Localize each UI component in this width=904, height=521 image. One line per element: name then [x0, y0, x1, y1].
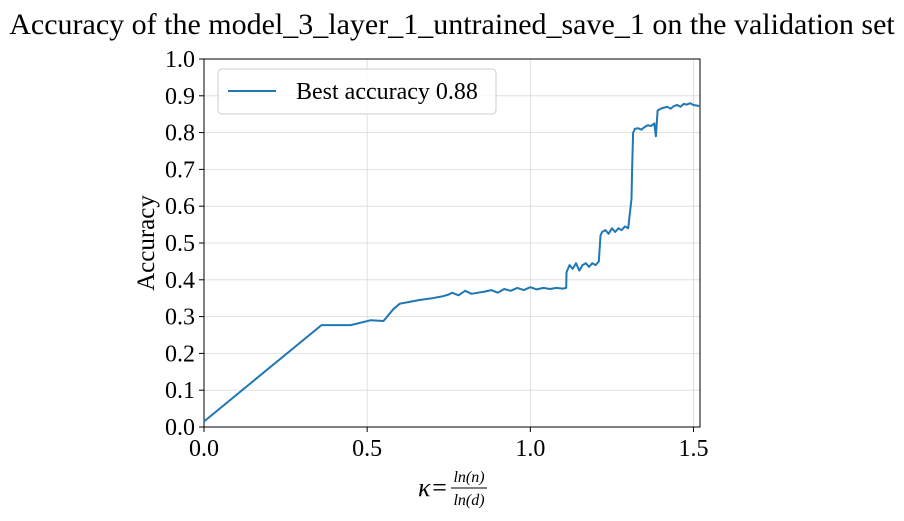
x-tick-label: 0.5 [352, 436, 382, 462]
y-tick-label: 0.1 [165, 378, 195, 404]
legend-box [217, 68, 497, 115]
y-tick-label: 1.0 [165, 47, 195, 73]
legend-label: Best accuracy 0.88 [296, 79, 478, 105]
y-tick-label: 0.2 [165, 341, 195, 367]
x-axis-label-numerator: ln(n) [453, 469, 484, 486]
y-tick-label: 0.3 [165, 305, 195, 331]
legend: Best accuracy 0.88 [217, 68, 497, 115]
y-axis-ticks: 0.0 0.1 0.2 0.3 0.4 0.5 0.6 0.7 0.8 0.9 1.0 [165, 47, 204, 441]
y-tick-label: 0.7 [165, 157, 195, 183]
y-tick-label: 0.8 [165, 121, 195, 147]
x-tick-label: 1.0 [515, 436, 545, 462]
y-tick-label: 0.4 [165, 268, 195, 294]
y-tick-label: 0.5 [165, 231, 195, 257]
x-axis-ticks: 0.0 0.5 1.0 1.5 [189, 427, 708, 462]
series-group [203, 102, 701, 423]
x-axis-label-denominator: ln(d) [453, 492, 484, 509]
x-tick-label: 1.5 [678, 436, 708, 462]
x-tick-label: 0.0 [189, 436, 219, 462]
chart-title: Accuracy of the model_3_layer_1_untraine… [9, 8, 895, 41]
y-tick-label: 0.9 [165, 84, 195, 110]
y-axis-label: Accuracy [133, 195, 160, 291]
series-line [203, 102, 701, 423]
y-tick-label: 0.0 [165, 415, 195, 441]
y-tick-label: 0.6 [165, 194, 195, 220]
x-axis-label-prefix: κ= [418, 473, 448, 502]
x-axis-label: κ= ln(n) ln(d) [418, 469, 487, 509]
